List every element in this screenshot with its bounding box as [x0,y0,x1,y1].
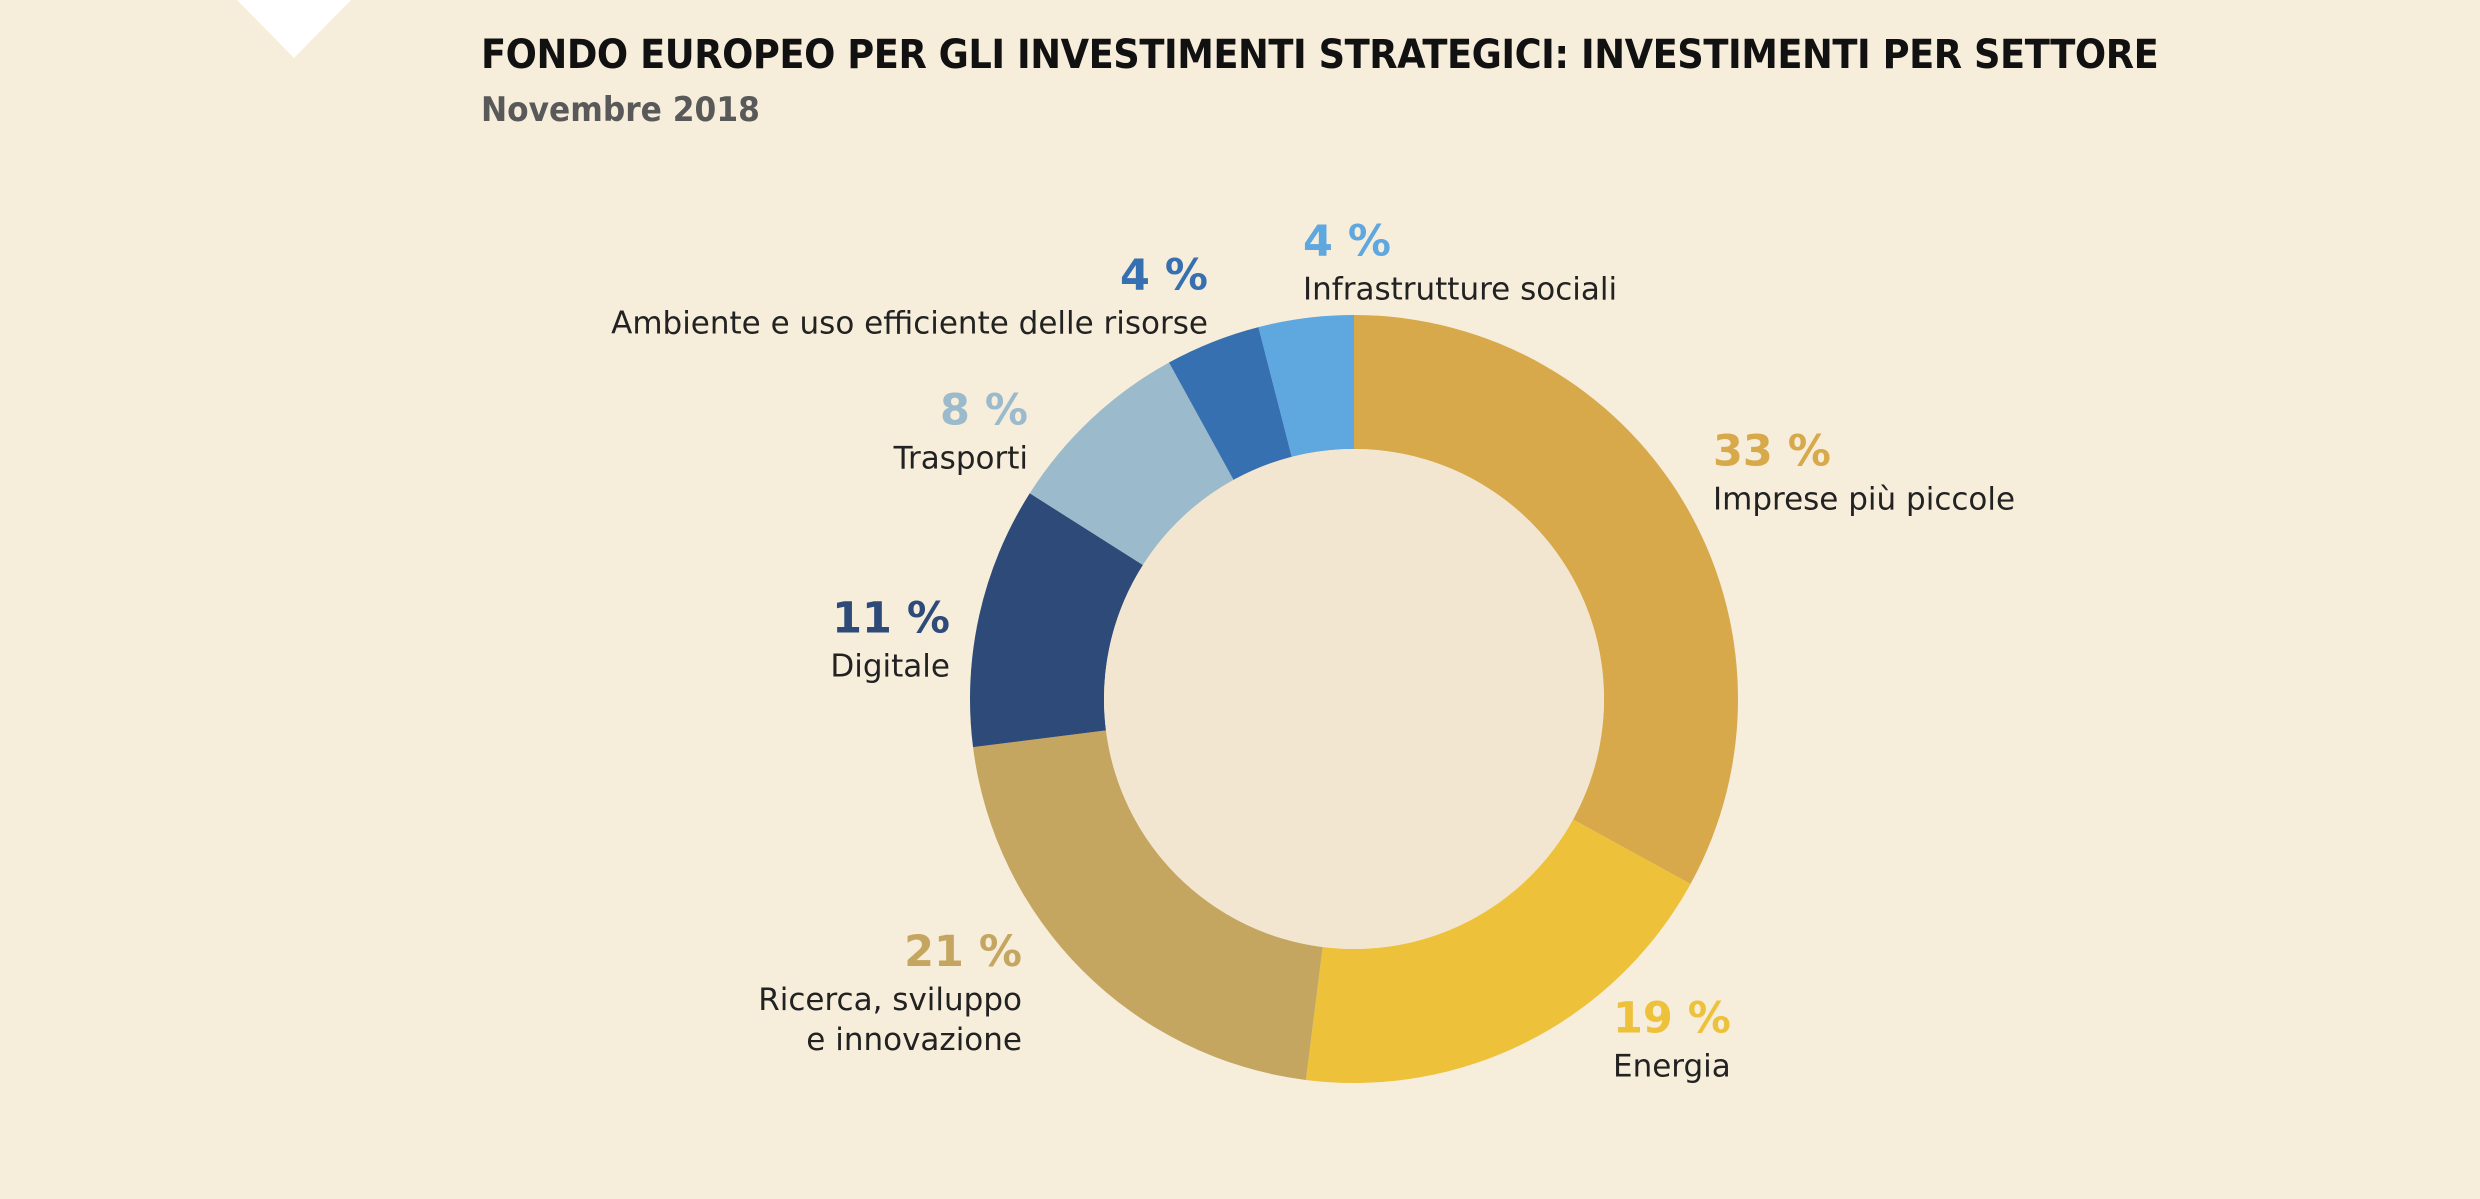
slice-label-line: e innovazione [806,1022,1022,1059]
label-trasporti: 8 % Trasporti [894,389,1028,478]
slice-label-line: Ricerca, sviluppo [758,982,1022,1019]
donut-slice-5 [1169,327,1292,480]
value-label: 21 % [904,927,1022,978]
slice-label: Digitale [830,648,950,685]
label-energia: 19 % Energia [1613,997,1731,1086]
value-label: 33 % [1713,426,1831,477]
label-digitale: 11 % Digitale [830,597,950,686]
value-label: 8 % [940,385,1028,436]
slice-label: Trasporti [893,440,1028,477]
slice-label: Infrastrutture sociali [1303,271,1618,308]
label-ricerca: 21 % Ricerca, sviluppo e innovazione [758,931,1022,1061]
donut-slice-0 [1354,315,1739,884]
donut-slice-2 [973,730,1323,1080]
slice-label: Imprese più piccole [1713,481,2016,518]
value-label: 11 % [832,593,950,644]
corner-notch [237,0,351,58]
donut-slice-6 [1258,315,1354,457]
donut-slice-1 [1305,819,1691,1083]
slice-label: Ricerca, sviluppo e innovazione [758,980,1022,1061]
slice-label: Energia [1613,1048,1731,1085]
donut-center [1104,449,1604,949]
value-label: 19 % [1613,993,1731,1044]
donut-slice-3 [970,493,1143,748]
value-label: 4 % [1120,250,1208,301]
chart-subtitle: Novembre 2018 [481,90,760,130]
label-infrastrutture: 4 % Infrastrutture sociali [1303,220,1617,309]
label-ambiente: 4 % Ambiente e uso efficiente delle riso… [611,254,1208,343]
chart-title: FONDO EUROPEO PER GLI INVESTIMENTI STRAT… [481,32,2159,78]
label-imprese: 33 % Imprese più piccole [1713,430,2015,519]
value-label: 4 % [1303,216,1391,267]
slice-label: Ambiente e uso efficiente delle risorse [611,305,1208,342]
donut-slice-4 [1029,362,1234,566]
